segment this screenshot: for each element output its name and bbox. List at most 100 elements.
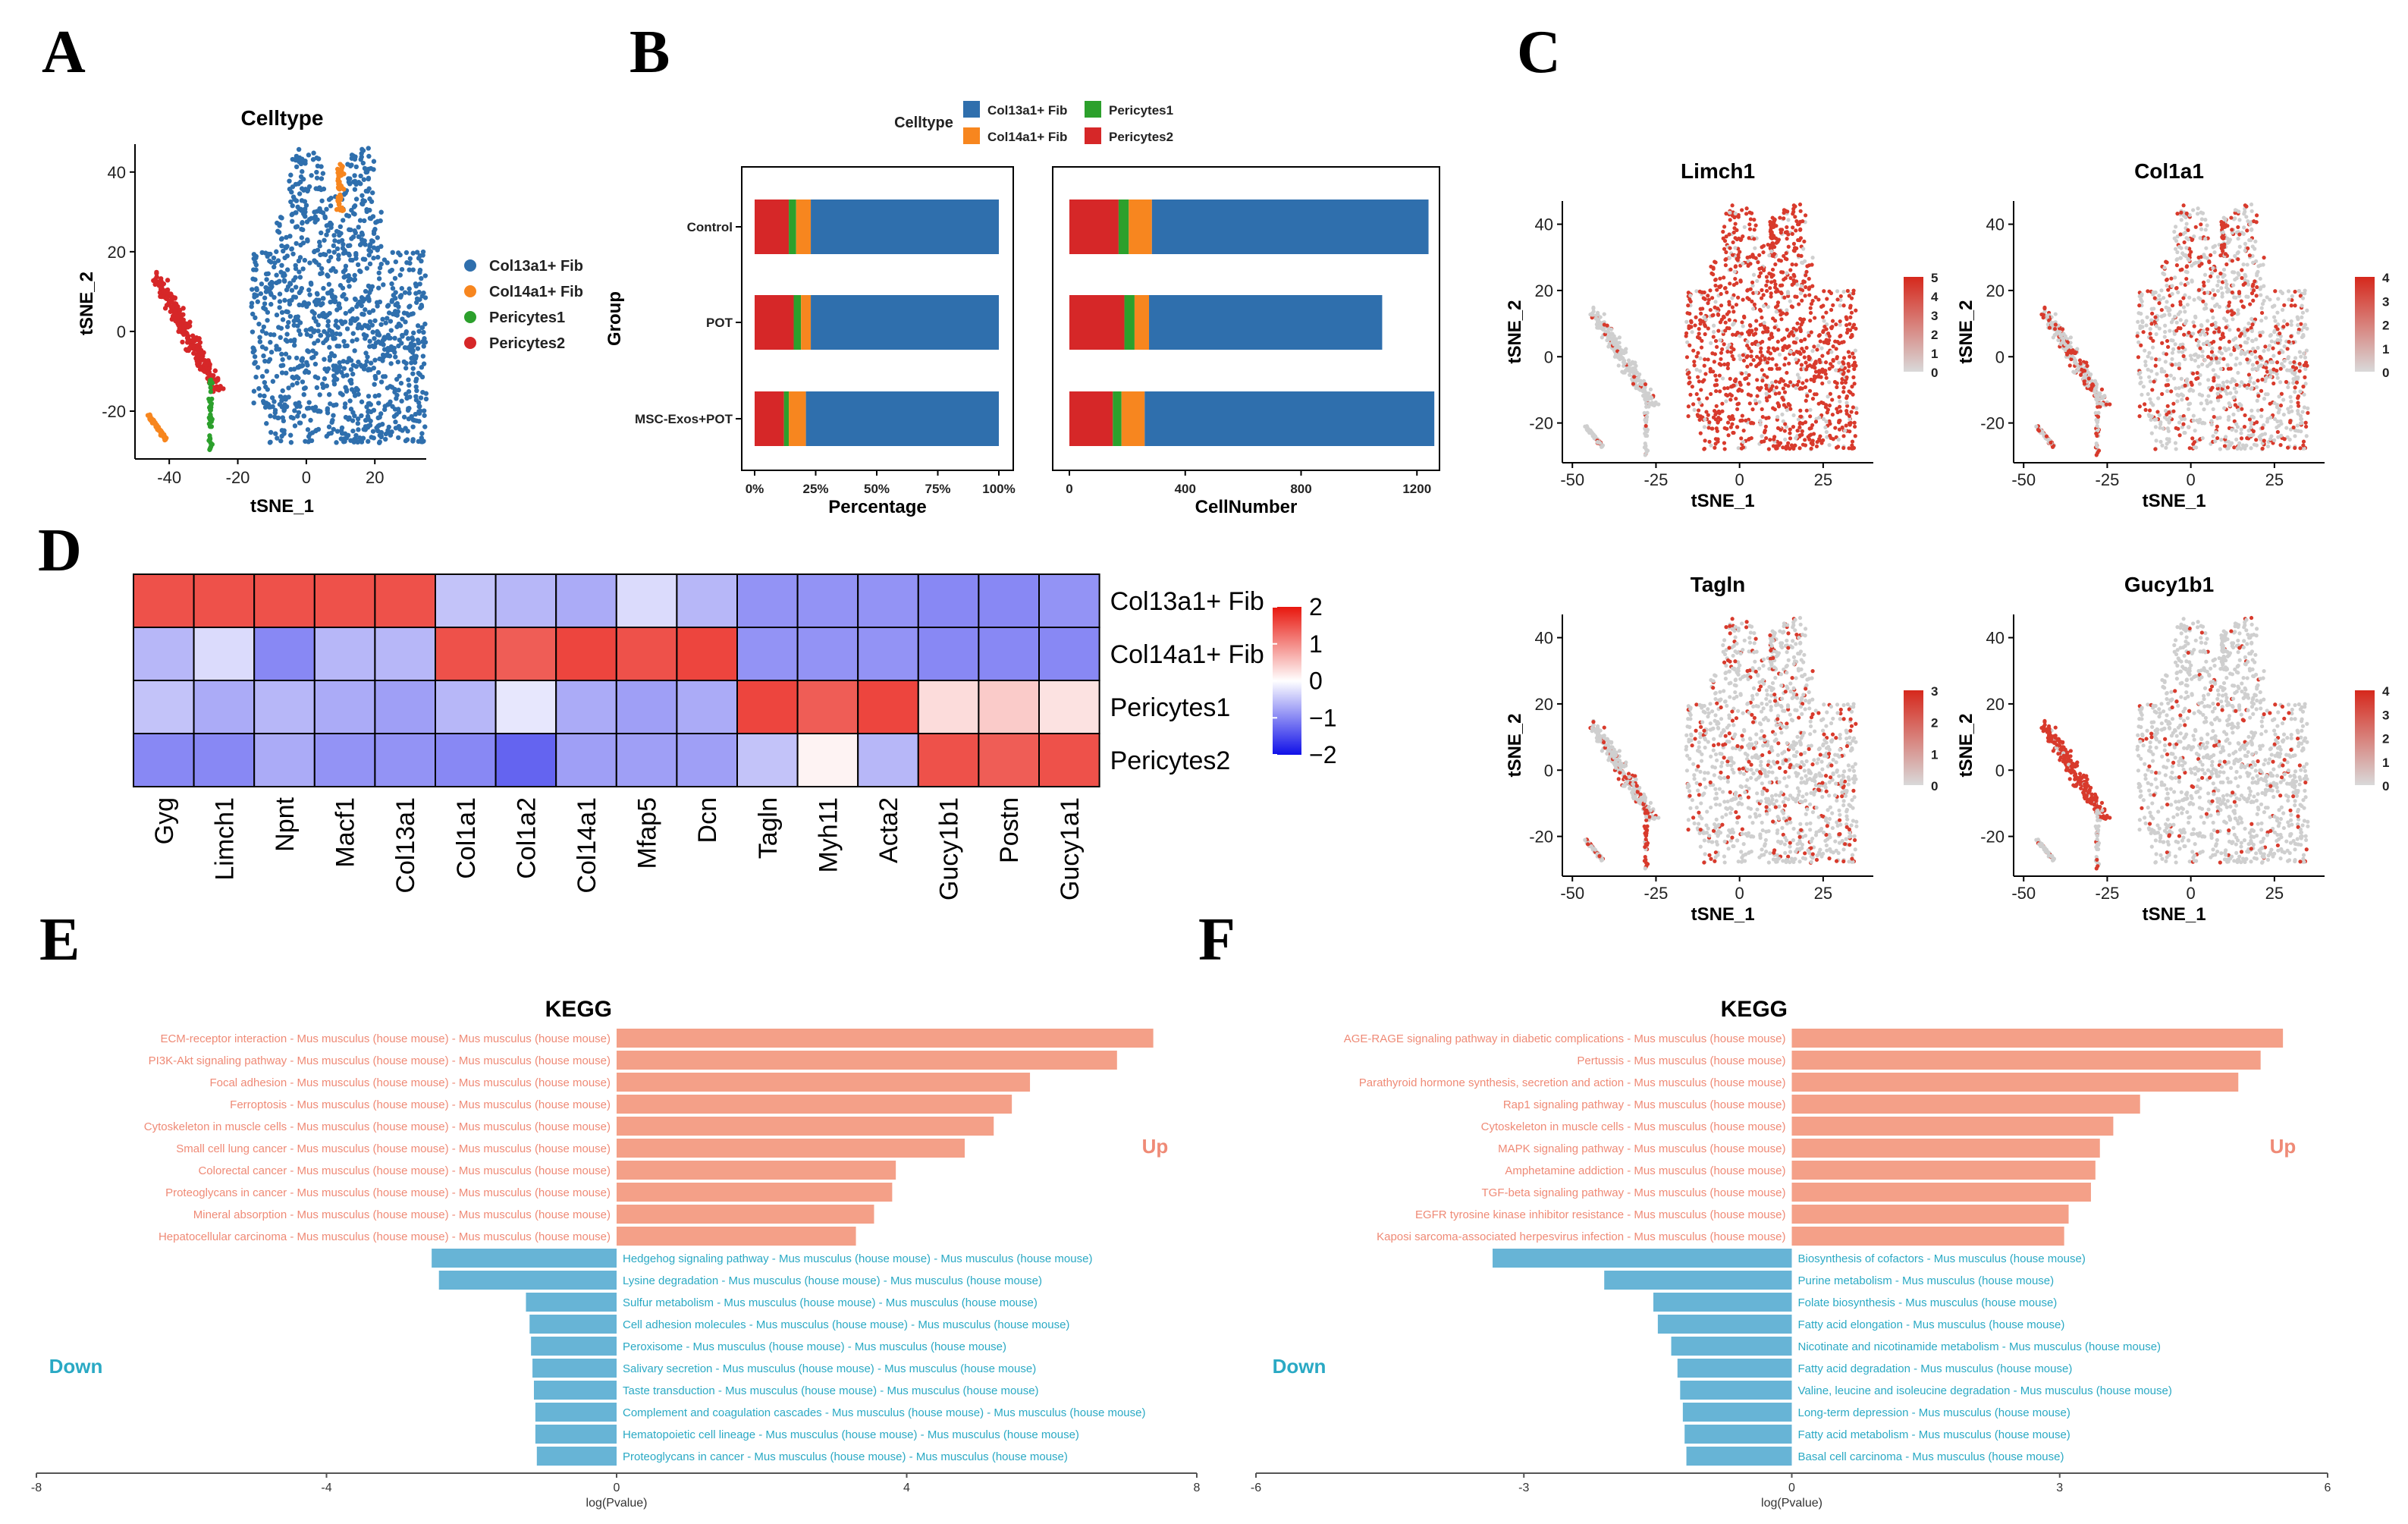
expression-point xyxy=(2243,272,2247,277)
cell-point xyxy=(319,198,325,203)
cell-point xyxy=(257,339,263,344)
expression-point xyxy=(2224,435,2228,439)
expression-point xyxy=(1799,363,1804,367)
expression-point xyxy=(2290,294,2294,299)
expression-point xyxy=(1848,429,1852,434)
expression-point xyxy=(2216,360,2221,365)
expression-point xyxy=(2302,405,2307,410)
cell-point xyxy=(293,181,299,187)
expression-point xyxy=(1731,230,1736,235)
expression-point xyxy=(2219,286,2224,291)
cell-point xyxy=(264,277,269,282)
expression-point xyxy=(1798,291,1804,296)
expression-point xyxy=(2146,354,2150,359)
expression-point xyxy=(1791,425,1796,429)
cell-point xyxy=(334,246,341,252)
cell-point xyxy=(315,163,321,169)
expression-point xyxy=(2196,206,2200,211)
expression-point xyxy=(2237,291,2242,296)
expression-point xyxy=(2219,351,2224,356)
expression-point xyxy=(2302,363,2306,368)
expression-point xyxy=(1791,281,1796,286)
expression-point xyxy=(2215,424,2219,429)
cell-point xyxy=(319,382,325,387)
expression-point xyxy=(1846,362,1851,366)
expression-point xyxy=(1835,385,1839,390)
expression-point xyxy=(1711,335,1716,339)
cell-point xyxy=(290,203,295,209)
cell-point xyxy=(347,243,353,248)
expression-point xyxy=(2284,379,2289,385)
expression-point xyxy=(1851,291,1856,296)
cell-point xyxy=(351,204,357,209)
expression-point xyxy=(1831,344,1835,349)
cell-point xyxy=(350,338,355,344)
expression-point xyxy=(1837,427,1842,432)
cell-point xyxy=(419,431,425,436)
expression-point xyxy=(2224,262,2229,267)
cell-point xyxy=(320,210,326,215)
expression-point xyxy=(1796,417,1801,422)
cell-point xyxy=(373,376,378,382)
expression-point xyxy=(1758,422,1763,427)
expression-point xyxy=(2249,202,2254,207)
expression-point xyxy=(2160,391,2165,397)
expression-point xyxy=(2225,236,2230,240)
expression-point xyxy=(2154,324,2159,328)
cell-point xyxy=(209,401,214,407)
expression-point xyxy=(2195,212,2200,216)
expression-point xyxy=(1727,256,1732,260)
expression-point xyxy=(1763,424,1768,429)
cell-point xyxy=(328,299,333,305)
expression-point xyxy=(1783,437,1788,441)
cell-point xyxy=(403,438,409,444)
cell-point xyxy=(306,349,312,354)
expression-point xyxy=(2159,366,2164,371)
cell-point xyxy=(250,287,255,292)
cell-point xyxy=(341,366,347,371)
cell-point xyxy=(306,301,312,306)
expression-point xyxy=(2211,434,2215,438)
cell-point xyxy=(310,405,316,411)
expression-point xyxy=(2196,364,2201,369)
expression-point xyxy=(1626,358,1631,363)
expression-point xyxy=(1793,341,1798,345)
cell-point xyxy=(262,379,268,385)
expression-point xyxy=(2148,326,2152,332)
expression-point xyxy=(1768,438,1772,442)
cell-point xyxy=(341,338,347,344)
cell-point xyxy=(295,413,300,419)
cell-point xyxy=(366,401,372,407)
cell-point xyxy=(359,230,365,236)
bar-segment xyxy=(1149,295,1383,350)
cell-point xyxy=(375,235,380,240)
feature-title: Tagln xyxy=(1691,573,1746,596)
expression-point xyxy=(1711,415,1716,419)
expression-point xyxy=(1760,407,1764,412)
cell-point xyxy=(326,222,331,228)
cell-point xyxy=(366,294,371,300)
expression-point xyxy=(1743,376,1747,381)
expression-point xyxy=(1745,364,1750,369)
expression-point xyxy=(1756,342,1760,347)
expression-point xyxy=(1779,228,1783,232)
expression-point xyxy=(2266,347,2271,352)
cell-point xyxy=(262,393,267,399)
bar-segment xyxy=(1144,391,1435,446)
cell-point xyxy=(344,297,349,302)
expression-point xyxy=(1712,360,1716,364)
expression-point xyxy=(1644,401,1649,406)
expression-point xyxy=(2184,215,2188,220)
expression-point xyxy=(2293,434,2297,438)
expression-point xyxy=(1775,347,1780,351)
expression-point xyxy=(1852,420,1857,425)
expression-point xyxy=(1687,380,1692,385)
cell-point xyxy=(254,287,259,293)
cell-point xyxy=(355,420,361,426)
expression-point xyxy=(2074,369,2079,373)
cell-point xyxy=(366,409,371,415)
cell-point xyxy=(297,191,303,196)
expression-point xyxy=(1788,431,1792,435)
cell-point xyxy=(350,428,356,434)
cell-point xyxy=(361,426,366,432)
